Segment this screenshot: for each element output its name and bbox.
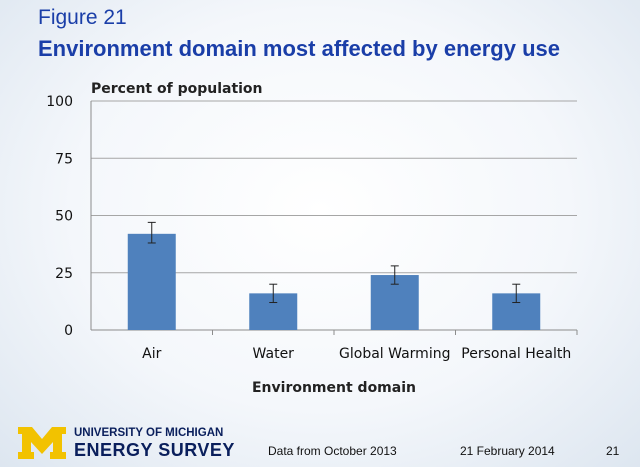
data-note: Data from October 2013: [268, 444, 397, 458]
slide-title: Environment domain most affected by ener…: [38, 36, 561, 61]
y-tick-label: 50: [55, 209, 73, 225]
page-number: 21: [606, 444, 620, 458]
bar-chart: 0 25 50 75 100 Air Water Global Warming Personal…: [46, 81, 578, 396]
figure-label: Figure 21: [38, 6, 127, 29]
university-logo: UNIVERSITY OF MICHIGAN ENERGY SURVEY: [16, 423, 246, 463]
logo-survey-text: ENERGY SURVEY: [74, 440, 235, 460]
logo-university-text: UNIVERSITY OF MICHIGAN: [74, 427, 224, 439]
y-tick-label: 0: [64, 323, 73, 339]
bar: [127, 233, 176, 330]
block-m-icon: [18, 427, 66, 459]
x-axis-title: Environment domain: [252, 380, 416, 396]
footer-date: 21 February 2014: [460, 444, 555, 458]
y-axis-title: Percent of population: [91, 81, 263, 97]
x-tick-label: Air: [142, 346, 161, 362]
x-tick-label: Personal Health: [461, 346, 571, 362]
x-tick-label: Water: [253, 346, 295, 362]
y-tick-label: 75: [55, 151, 73, 167]
y-tick-label: 25: [55, 266, 73, 282]
y-tick-label: 100: [46, 94, 73, 110]
x-tick-label: Global Warming: [339, 346, 450, 362]
